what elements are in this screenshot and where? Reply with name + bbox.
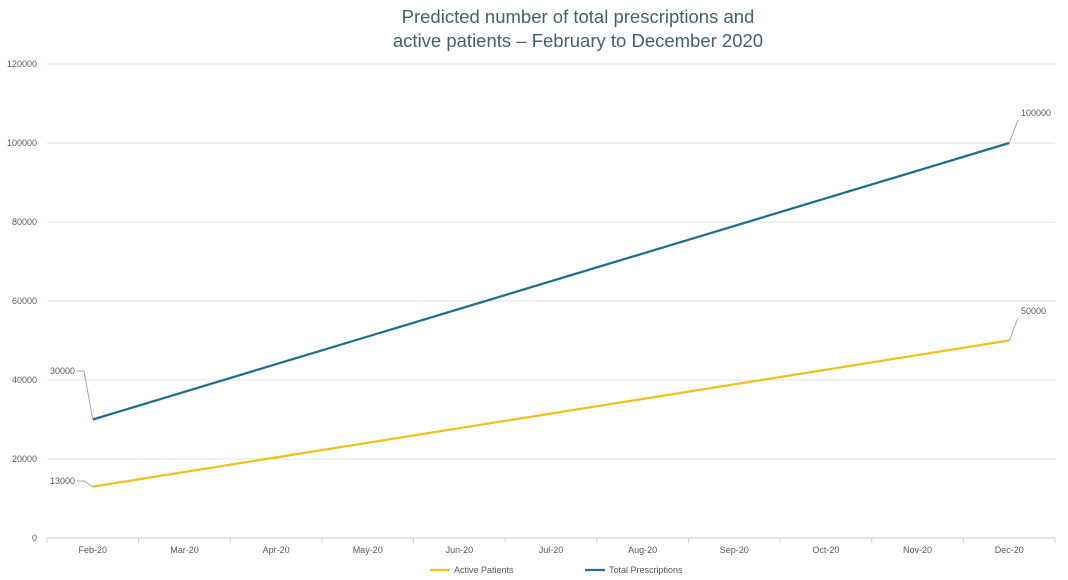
svg-text:Oct-20: Oct-20	[812, 545, 839, 555]
svg-text:80000: 80000	[12, 217, 37, 227]
svg-text:20000: 20000	[12, 454, 37, 464]
svg-text:120000: 120000	[7, 59, 37, 69]
svg-text:40000: 40000	[12, 375, 37, 385]
svg-text:0: 0	[32, 533, 37, 543]
svg-text:May-20: May-20	[353, 545, 383, 555]
svg-text:Jul-20: Jul-20	[539, 545, 564, 555]
svg-text:Predicted number of total pres: Predicted number of total prescriptions …	[402, 6, 755, 27]
svg-text:active patients – February to: active patients – February to December 2…	[393, 30, 763, 51]
svg-text:Aug-20: Aug-20	[628, 545, 657, 555]
svg-text:Jun-20: Jun-20	[446, 545, 474, 555]
svg-text:13000: 13000	[50, 476, 75, 486]
svg-text:Sep-20: Sep-20	[720, 545, 749, 555]
svg-text:30000: 30000	[50, 366, 75, 376]
svg-text:Dec-20: Dec-20	[995, 545, 1024, 555]
svg-text:100000: 100000	[1021, 108, 1051, 118]
svg-text:Mar-20: Mar-20	[170, 545, 199, 555]
svg-text:Active Patients: Active Patients	[454, 565, 514, 575]
svg-text:60000: 60000	[12, 296, 37, 306]
svg-text:Nov-20: Nov-20	[903, 545, 932, 555]
svg-text:50000: 50000	[1021, 306, 1046, 316]
svg-text:Total Prescriptions: Total Prescriptions	[609, 565, 683, 575]
svg-text:Feb-20: Feb-20	[79, 545, 108, 555]
svg-text:100000: 100000	[7, 138, 37, 148]
svg-text:Apr-20: Apr-20	[263, 545, 290, 555]
